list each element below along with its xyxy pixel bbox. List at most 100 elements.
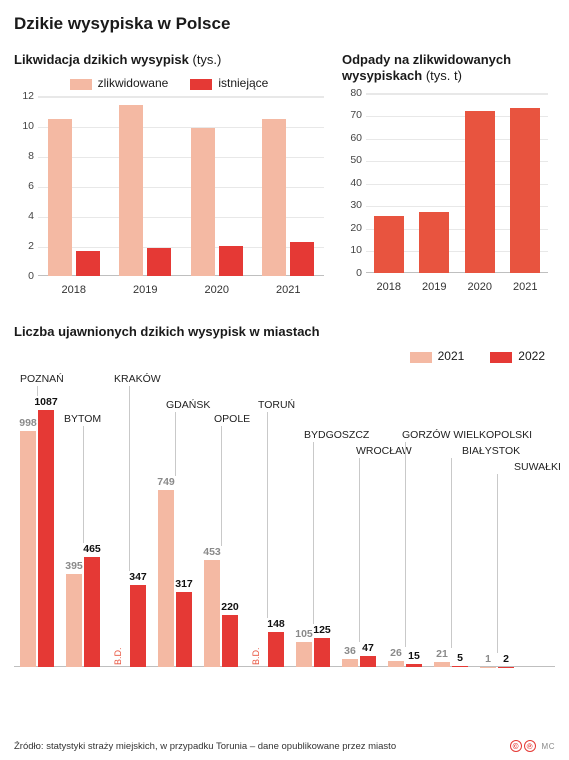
value-label: 125 <box>313 624 331 636</box>
value-label: 2 <box>503 653 509 665</box>
plot-area <box>38 96 324 276</box>
city-name: GDAŃSK <box>166 399 210 411</box>
city-bar-2021 <box>434 662 450 667</box>
city-bar-2021 <box>158 490 174 667</box>
y-tick: 12 <box>22 90 34 102</box>
value-label: 105 <box>295 628 313 640</box>
city-bar-2022 <box>38 410 54 667</box>
x-label: 2018 <box>377 281 401 293</box>
no-data-label: B.D. <box>113 648 123 666</box>
city-bar-2021 <box>388 661 404 667</box>
y-tick: 4 <box>28 210 34 222</box>
leader-line <box>129 386 130 571</box>
x-label: 2019 <box>133 284 157 296</box>
city-bar-2022 <box>222 615 238 667</box>
chart-left: Likwidacja dzikich wysypisk (tys.) zlikwi… <box>14 52 324 296</box>
bar <box>465 111 495 273</box>
city-bar-2022 <box>406 664 422 668</box>
phono-icon: ℗ <box>524 740 536 752</box>
x-label: 2018 <box>62 284 86 296</box>
no-data-label: B.D. <box>251 648 261 666</box>
leader-line <box>405 442 406 647</box>
footer: Źródło: statystyki straży miejskich, w p… <box>14 740 555 752</box>
bar <box>76 251 100 277</box>
chart-right-title: Odpady na zlikwidowanychwysypiskach (tys… <box>342 52 548 85</box>
chart-right-plot: 010203040506070802018201920202021 <box>342 93 548 293</box>
source-text: Źródło: statystyki straży miejskich, w p… <box>14 741 396 752</box>
leader-line <box>175 412 176 476</box>
city-bar-2022 <box>360 656 376 667</box>
y-tick: 10 <box>350 244 362 256</box>
y-tick: 8 <box>28 150 34 162</box>
city-bar-2022 <box>268 632 284 667</box>
value-label: 1 <box>485 653 491 665</box>
x-label: 2021 <box>513 281 537 293</box>
value-label: 148 <box>267 618 285 630</box>
cities-title: Liczba ujawnionych dzikich wysypisk w mi… <box>14 324 555 339</box>
leader-line <box>37 386 38 396</box>
x-label: 2019 <box>422 281 446 293</box>
y-tick: 80 <box>350 87 362 99</box>
main-title: Dzikie wysypiska w Polsce <box>14 14 555 34</box>
bar <box>262 119 286 277</box>
y-tick: 30 <box>350 199 362 211</box>
leader-line <box>451 458 452 648</box>
chart-left-title: Likwidacja dzikich wysypisk (tys.) <box>14 52 324 68</box>
city-name: TORUŃ <box>258 399 295 411</box>
chart-left-legend: zlikwidowaneistniejące <box>14 76 324 90</box>
plot-area <box>366 93 548 273</box>
cities-legend: 2021 2022 <box>410 349 545 363</box>
city-bar-2022 <box>314 638 330 668</box>
bar <box>48 119 72 277</box>
y-tick: 0 <box>356 267 362 279</box>
y-tick: 20 <box>350 222 362 234</box>
city-bar-2021 <box>20 431 36 667</box>
city-name: BYTOM <box>64 413 101 425</box>
y-tick: 70 <box>350 109 362 121</box>
chart-left-plot: 0246810122018201920202021 <box>14 96 324 296</box>
y-tick: 10 <box>22 120 34 132</box>
value-label: 317 <box>175 578 193 590</box>
leader-line <box>313 442 314 623</box>
value-label: 395 <box>65 560 83 572</box>
city-name: GORZÓW WIELKOPOLSKI <box>402 429 532 441</box>
city-name: BIAŁYSTOK <box>462 445 520 457</box>
leader-line <box>497 474 498 653</box>
legend-item: istniejące <box>190 76 268 90</box>
city-bar-2021 <box>296 642 312 667</box>
value-label: 220 <box>221 601 239 613</box>
value-label: 5 <box>457 652 463 664</box>
copyright-marks: © ℗ MC <box>510 740 555 752</box>
value-label: 47 <box>362 642 374 654</box>
city-bar-2021 <box>66 574 82 667</box>
leader-line <box>221 426 222 546</box>
y-tick: 50 <box>350 154 362 166</box>
y-tick: 0 <box>28 270 34 282</box>
value-label: 15 <box>408 650 420 662</box>
cities-chart: 202120229981087POZNAŃ395465BYTOMB.D.347K… <box>14 349 555 689</box>
top-charts-row: Likwidacja dzikich wysypisk (tys.) zlikwi… <box>14 52 555 296</box>
leader-line <box>359 458 360 642</box>
value-label: 998 <box>19 417 37 429</box>
value-label: 453 <box>203 546 221 558</box>
city-bar-2021 <box>342 659 358 668</box>
leader-line <box>267 412 268 618</box>
bar <box>419 212 449 273</box>
value-label: 36 <box>344 645 356 657</box>
bar <box>147 248 171 277</box>
bar <box>219 246 243 276</box>
y-tick: 6 <box>28 180 34 192</box>
legend-item: 2021 <box>410 349 465 363</box>
x-label: 2020 <box>205 284 229 296</box>
city-name: WROCŁAW <box>356 445 412 457</box>
y-tick: 60 <box>350 132 362 144</box>
city-bar-2022 <box>84 557 100 667</box>
value-label: 21 <box>436 648 448 660</box>
city-bar-2021 <box>204 560 220 667</box>
city-bar-2022 <box>130 585 146 667</box>
value-label: 347 <box>129 571 147 583</box>
legend-item: 2022 <box>490 349 545 363</box>
city-bar-2022 <box>452 666 468 667</box>
leader-line <box>83 426 84 543</box>
chart-right: Odpady na zlikwidowanychwysypiskach (tys… <box>342 52 548 296</box>
